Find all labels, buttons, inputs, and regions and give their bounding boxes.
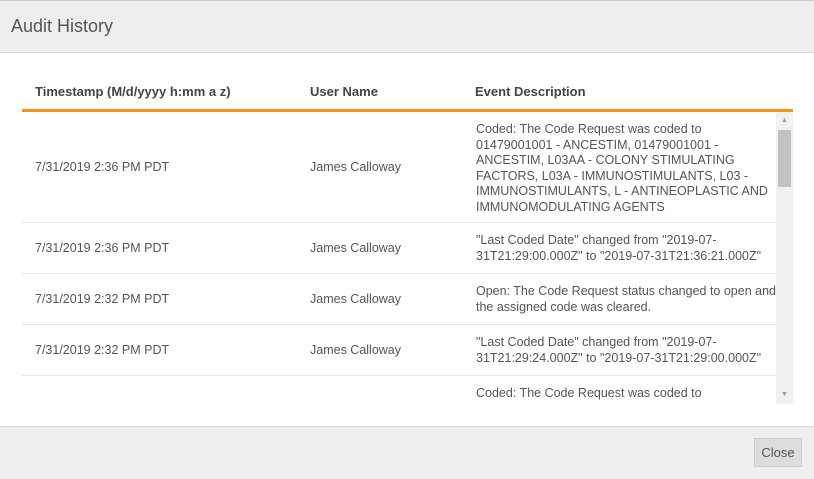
- user-cell: James Calloway: [310, 241, 402, 255]
- event-cell: Open: The Code Request status changed to…: [476, 284, 776, 314]
- dialog-footer: Close: [0, 426, 814, 479]
- scroll-up-arrow-icon[interactable]: ▲: [781, 117, 788, 124]
- scrollbar-thumb[interactable]: [778, 130, 791, 187]
- header-divider: [22, 109, 793, 112]
- audit-table-body: 7/31/2019 2:36 PM PDT James Calloway Cod…: [22, 112, 793, 404]
- scroll-down-arrow-icon[interactable]: ▼: [781, 391, 788, 398]
- close-button[interactable]: Close: [754, 438, 802, 467]
- user-cell: James Calloway: [310, 160, 402, 174]
- column-header-timestamp[interactable]: Timestamp (M/d/yyyy h:mm a z): [35, 84, 231, 99]
- event-cell: Coded: The Code Request was coded to 014…: [476, 122, 768, 214]
- table-row: 7/31/2019 2:36 PM PDT James Calloway Cod…: [22, 112, 776, 223]
- column-header-event-description[interactable]: Event Description: [475, 84, 586, 99]
- dialog-title: Audit History: [11, 16, 114, 36]
- column-header-user-name[interactable]: User Name: [310, 84, 378, 99]
- table-row: 7/31/2019 2:36 PM PDT James Calloway "La…: [22, 223, 776, 274]
- timestamp-cell: 7/31/2019 2:36 PM PDT: [35, 160, 170, 174]
- event-cell: "Last Coded Date" changed from "2019-07-…: [476, 233, 762, 263]
- vertical-scrollbar[interactable]: ▲ ▼: [776, 112, 793, 404]
- event-cell: "Last Coded Date" changed from "2019-07-…: [476, 335, 762, 365]
- timestamp-cell: 7/31/2019 2:32 PM PDT: [35, 292, 170, 306]
- timestamp-cell: 7/31/2019 2:36 PM PDT: [35, 241, 170, 255]
- table-row: Coded: The Code Request was coded to 014…: [22, 376, 776, 404]
- table-row: 7/31/2019 2:32 PM PDT James Calloway Ope…: [22, 274, 776, 325]
- user-cell: James Calloway: [310, 292, 402, 306]
- event-cell: Coded: The Code Request was coded to 014…: [476, 386, 719, 404]
- dialog-header: Audit History: [0, 0, 814, 53]
- user-cell: James Calloway: [310, 343, 402, 357]
- table-row: 7/31/2019 2:32 PM PDT James Calloway "La…: [22, 325, 776, 376]
- timestamp-cell: 7/31/2019 2:32 PM PDT: [35, 343, 170, 357]
